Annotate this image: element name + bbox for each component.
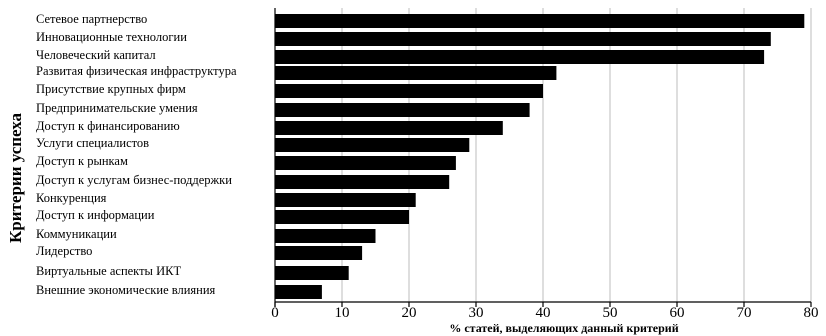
category-label: Доступ к информации bbox=[36, 208, 155, 222]
bar bbox=[275, 103, 530, 117]
category-label: Развитая физическая инфраструктура bbox=[36, 64, 237, 78]
x-tick-label: 10 bbox=[335, 305, 350, 321]
x-tick-label: 20 bbox=[402, 305, 417, 321]
bar bbox=[275, 32, 771, 46]
x-tick-label: 70 bbox=[737, 305, 752, 321]
y-axis-label: Критерии успеха bbox=[6, 112, 25, 243]
x-tick-labels: 0 10 20 30 40 50 60 70 80 bbox=[271, 305, 818, 321]
category-label: Коммуникации bbox=[36, 227, 117, 241]
bar bbox=[275, 50, 765, 64]
category-label: Сетевое партнерство bbox=[36, 12, 147, 26]
category-label: Виртуальные аспекты ИКТ bbox=[36, 264, 181, 278]
category-label: Внешние экономические влияния bbox=[36, 283, 216, 297]
bars-group bbox=[275, 14, 805, 299]
x-tick-label: 50 bbox=[603, 305, 618, 321]
category-labels: Сетевое партнерство Инновационные техноло… bbox=[36, 12, 237, 297]
bar bbox=[275, 229, 376, 243]
bar bbox=[275, 66, 557, 80]
category-label: Конкуренция bbox=[36, 191, 107, 205]
x-axis bbox=[274, 8, 812, 307]
x-tick-label: 40 bbox=[536, 305, 551, 321]
bar bbox=[275, 210, 409, 224]
bar bbox=[275, 14, 805, 28]
category-label: Услуги специалистов bbox=[36, 136, 149, 150]
bar bbox=[275, 156, 456, 170]
bar bbox=[275, 285, 322, 299]
category-label: Инновационные технологии bbox=[36, 30, 187, 44]
x-tick-label: 80 bbox=[804, 305, 819, 321]
category-label: Доступ к финансированию bbox=[36, 119, 180, 133]
bar bbox=[275, 121, 503, 135]
category-label: Лидерство bbox=[36, 244, 92, 258]
x-axis-label: % статей, выделяющих данный критерий bbox=[449, 321, 678, 335]
bar bbox=[275, 193, 416, 207]
bar bbox=[275, 246, 363, 260]
category-label: Присутствие крупных фирм bbox=[36, 82, 186, 96]
bar bbox=[275, 266, 349, 280]
category-label: Человеческий капитал bbox=[36, 48, 156, 62]
category-label: Предпринимательские умения bbox=[36, 101, 198, 115]
category-label: Доступ к услугам бизнес-поддержки bbox=[36, 173, 232, 187]
category-label: Доступ к рынкам bbox=[36, 154, 128, 168]
bar bbox=[275, 138, 470, 152]
x-tick-label: 30 bbox=[469, 305, 484, 321]
x-tick-label: 60 bbox=[670, 305, 685, 321]
x-tick-label: 0 bbox=[271, 305, 279, 321]
bar bbox=[275, 84, 543, 98]
bar bbox=[275, 175, 450, 189]
